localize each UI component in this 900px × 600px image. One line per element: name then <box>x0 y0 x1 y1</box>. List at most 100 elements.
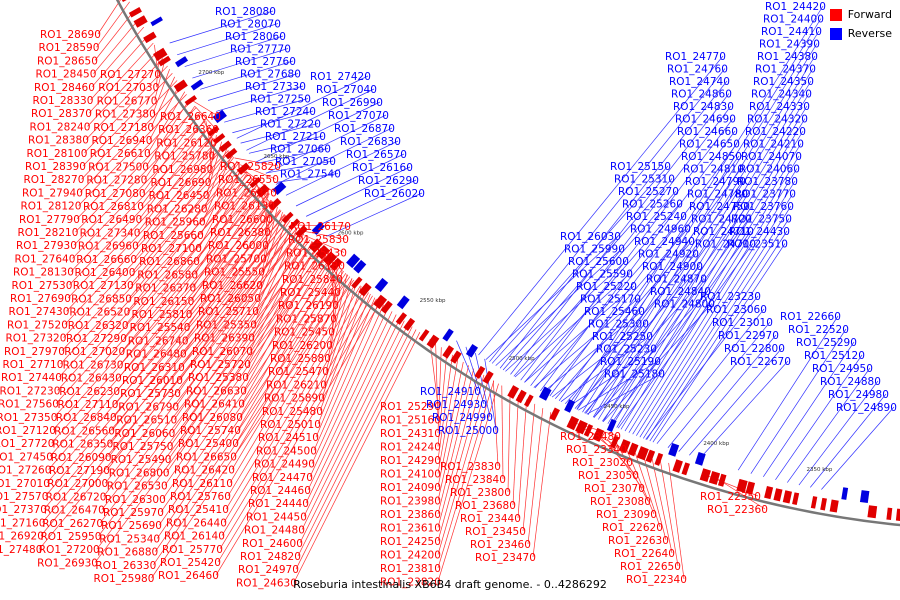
forward-connector <box>315 297 376 438</box>
forward-gene-label: RO1_23810 <box>380 563 441 575</box>
tick-label: 2450 kbp <box>604 404 630 410</box>
forward-gene-label: RO1_27440 <box>1 372 62 384</box>
reverse-gene-label: RO1_27540 <box>280 169 341 181</box>
forward-gene-label: RO1_24450 <box>246 511 307 523</box>
reverse-gene-label: RO1_24330 <box>749 101 810 113</box>
forward-gene <box>121 0 127 3</box>
forward-gene-label: RO1_26560 <box>54 425 115 437</box>
reverse-connector <box>576 180 744 410</box>
reverse-connector <box>558 155 740 401</box>
forward-gene-label: RO1_26000 <box>208 240 269 252</box>
forward-gene-label: RO1_24820 <box>240 551 301 563</box>
forward-connector <box>145 98 191 167</box>
forward-gene-label: RO1_27080 <box>85 188 146 200</box>
forward-gene-label: RO1_23080 <box>590 496 651 508</box>
forward-gene-label: RO1_26850 <box>71 293 132 305</box>
forward-connector <box>108 222 294 458</box>
forward-gene-label: RO1_27100 <box>141 243 202 255</box>
reverse-gene-label: RO1_24720 <box>691 214 752 226</box>
forward-gene-label: RO1_25700 <box>206 253 267 265</box>
forward-gene-label: RO1_24630 <box>236 577 297 589</box>
forward-gene-label: RO1_27970 <box>4 346 65 358</box>
reverse-gene-label: RO1_24840 <box>650 286 711 298</box>
reverse-connector <box>775 354 863 481</box>
forward-gene-label: RO1_27560 <box>0 399 59 411</box>
forward-gene-label: RO1_23980 <box>380 496 441 508</box>
forward-gene-label: RO1_26940 <box>92 135 153 147</box>
forward-gene-label: RO1_27260 <box>0 465 51 477</box>
forward-gene <box>450 350 462 364</box>
reverse-connector <box>787 367 871 483</box>
forward-gene-label: RO1_25690 <box>101 520 162 532</box>
legend-reverse: Reverse <box>829 27 892 40</box>
reverse-gene-label: RO1_26160 <box>352 162 413 174</box>
reverse-connector <box>639 193 794 438</box>
forward-connector <box>237 263 336 431</box>
reverse-connector <box>491 165 669 364</box>
forward-gene-label: RO1_23460 <box>470 539 531 551</box>
forward-gene <box>636 446 649 461</box>
forward-connector <box>253 227 298 325</box>
forward-gene-label: RO1_28450 <box>36 69 97 81</box>
forward-gene-label: RO1_26190 <box>278 300 339 312</box>
reverse-gene-label: RO1_24920 <box>638 249 699 261</box>
reverse-connector <box>597 68 814 420</box>
forward-connector <box>97 0 121 35</box>
reverse-connector <box>607 93 810 424</box>
forward-connector <box>69 132 215 286</box>
reverse-connector <box>578 360 659 411</box>
reverse-gene-label: RO1_25190 <box>600 356 661 368</box>
forward-gene <box>474 365 486 379</box>
forward-swatch <box>829 8 842 21</box>
forward-gene-label: RO1_26960 <box>78 241 139 253</box>
forward-connector <box>110 218 290 444</box>
forward-connector <box>217 298 377 563</box>
forward-gene-label: RO1_25490 <box>111 454 172 466</box>
reverse-gene-label: RO1_24810 <box>683 164 744 176</box>
forward-connector <box>172 238 309 434</box>
forward-gene-label: RO1_23440 <box>460 513 521 525</box>
forward-gene-label: RO1_26010 <box>122 375 183 387</box>
reverse-connector <box>232 110 314 134</box>
forward-gene-label: RO1_25840 <box>282 274 343 286</box>
tick-label: 2550 kbp <box>420 298 446 304</box>
reverse-connector <box>602 80 812 422</box>
forward-gene-label: RO1_27030 <box>98 82 159 94</box>
reverse-connector <box>169 10 274 44</box>
forward-gene-label: RO1_26720 <box>46 491 107 503</box>
forward-gene <box>820 497 827 511</box>
reverse-connector <box>570 5 824 407</box>
forward-gene <box>867 505 878 519</box>
reverse-connector <box>184 35 284 67</box>
forward-gene-label: RO1_26130 <box>214 201 275 213</box>
forward-gene-label: RO1_26420 <box>174 465 235 477</box>
forward-gene-label: RO1_27020 <box>64 346 125 358</box>
reverse-gene-label: RO1_24220 <box>745 126 806 138</box>
reverse-connector <box>798 380 879 486</box>
forward-gene-label: RO1_23840 <box>445 474 506 486</box>
forward-connector <box>127 168 244 312</box>
forward-connector <box>39 231 302 550</box>
forward-gene <box>583 423 594 437</box>
forward-gene-label: RO1_22340 <box>626 574 687 586</box>
forward-connector <box>206 141 222 196</box>
forward-connector <box>668 462 685 580</box>
reverse-connector <box>620 130 804 430</box>
forward-gene <box>745 481 756 495</box>
forward-gene-label: RO1_24600 <box>242 538 303 550</box>
forward-gene-label: RO1_23090 <box>596 509 657 521</box>
forward-gene <box>143 31 157 44</box>
forward-gene-label: RO1_27640 <box>15 253 76 265</box>
reverse-connector <box>612 105 808 426</box>
forward-connector <box>75 107 197 233</box>
reverse-gene-label: RO1_25230 <box>596 344 657 356</box>
forward-connector <box>227 282 357 497</box>
forward-gene-label: RO1_26600 <box>212 214 273 226</box>
forward-gene-label: RO1_25340 <box>99 533 160 545</box>
forward-connector <box>64 150 229 325</box>
reverse-gene-label: RO1_22520 <box>788 324 849 336</box>
forward-connector <box>106 227 298 471</box>
forward-connector <box>191 189 263 301</box>
forward-gene-label: RO1_26110 <box>172 478 233 490</box>
forward-gene-label: RO1_26840 <box>56 412 117 424</box>
